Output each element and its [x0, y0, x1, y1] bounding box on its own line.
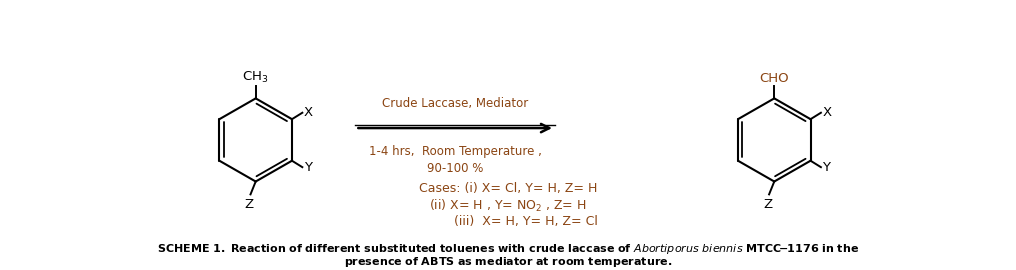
Text: X: X	[822, 106, 831, 119]
Text: Y: Y	[304, 161, 312, 174]
Text: $\mathbf{SCHEME\ 1.\ Reaction\ of\ different\ substituted\ toluenes\ with\ crude: $\mathbf{SCHEME\ 1.\ Reaction\ of\ diffe…	[157, 242, 859, 256]
Text: Y: Y	[822, 161, 830, 174]
Text: CH$_3$: CH$_3$	[243, 69, 269, 85]
Text: 90-100 %: 90-100 %	[427, 162, 484, 175]
Text: X: X	[304, 106, 313, 119]
Text: (iii)  X= H, Y= H, Z= Cl: (iii) X= H, Y= H, Z= Cl	[418, 215, 598, 228]
Text: Z: Z	[763, 198, 772, 211]
Text: (ii) X= H , Y= NO$_2$ , Z= H: (ii) X= H , Y= NO$_2$ , Z= H	[430, 198, 586, 214]
Text: CHO: CHO	[759, 72, 789, 85]
Text: Cases: (i) X= Cl, Y= H, Z= H: Cases: (i) X= Cl, Y= H, Z= H	[419, 181, 597, 194]
Text: $\mathbf{presence\ of\ ABTS\ as\ mediator\ at\ room\ temperature.}$: $\mathbf{presence\ of\ ABTS\ as\ mediato…	[343, 255, 673, 269]
Text: 1-4 hrs,  Room Temperature ,: 1-4 hrs, Room Temperature ,	[369, 145, 542, 158]
Text: Z: Z	[245, 198, 254, 211]
Text: Crude Laccase, Mediator: Crude Laccase, Mediator	[382, 97, 528, 110]
